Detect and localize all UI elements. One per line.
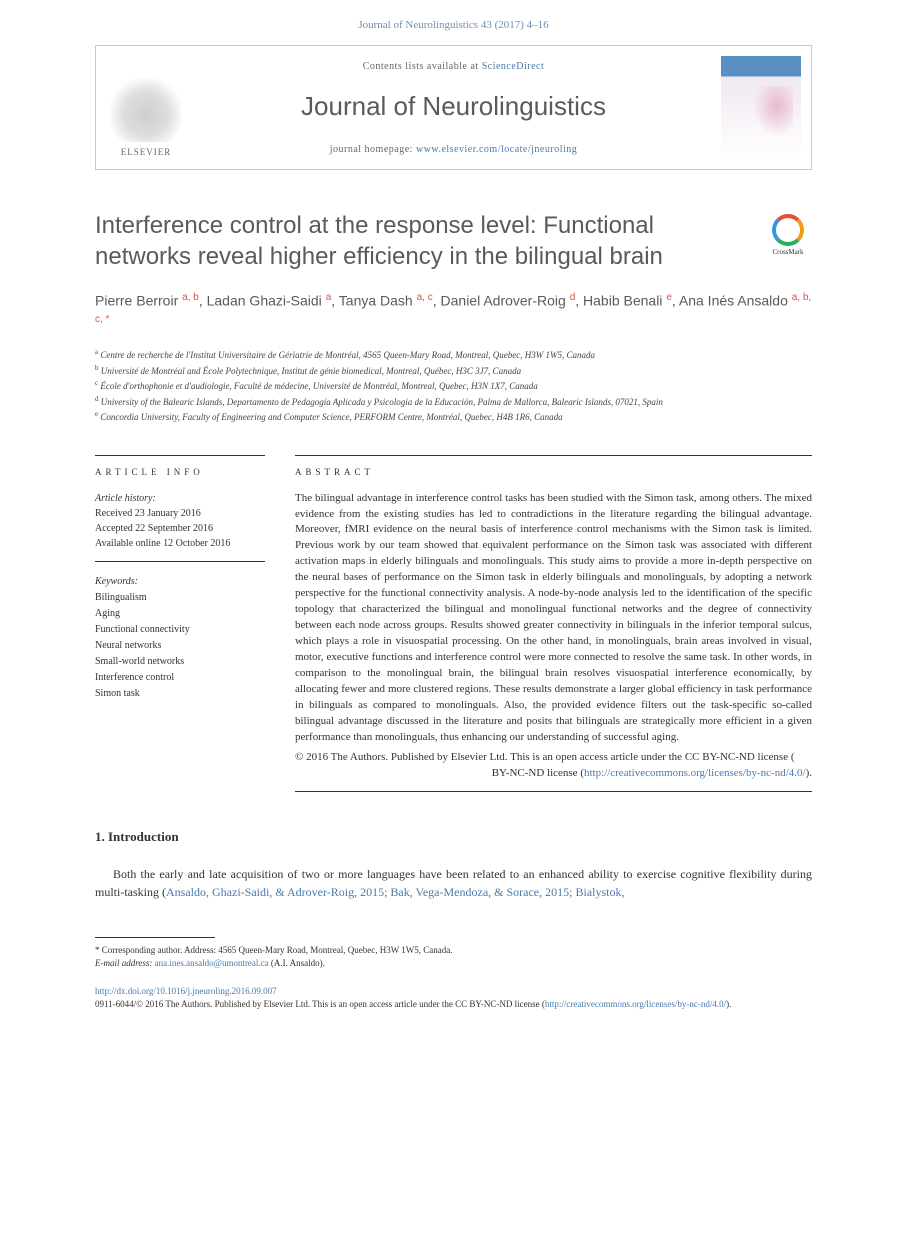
intro-citation[interactable]: Ansaldo, Ghazi-Saidi, & Adrover-Roig, 20…: [166, 885, 624, 899]
introduction-heading: 1. Introduction: [95, 828, 812, 846]
contents-prefix: Contents lists available at: [363, 61, 482, 72]
homepage-url[interactable]: www.elsevier.com/locate/jneuroling: [416, 144, 577, 155]
footnotes: * Corresponding author. Address: 4565 Qu…: [95, 944, 812, 971]
history-label: Article history:: [95, 491, 265, 506]
article-title: Interference control at the response lev…: [95, 210, 744, 272]
keywords-label: Keywords:: [95, 574, 265, 590]
homepage-prefix: journal homepage:: [330, 144, 416, 155]
history-line: Available online 12 October 2016: [95, 536, 265, 551]
keyword: Aging: [95, 606, 265, 622]
elsevier-label: ELSEVIER: [121, 146, 172, 159]
email-label: E-mail address:: [95, 958, 155, 968]
copyright-text: © 2016 The Authors. Published by Elsevie…: [295, 751, 795, 763]
license-line: BY-NC-ND license (http://creativecommons…: [295, 766, 812, 782]
article-history: Article history: Received 23 January 201…: [95, 491, 265, 562]
keyword: Functional connectivity: [95, 622, 265, 638]
article-info-column: ARTICLE INFO Article history: Received 2…: [95, 455, 265, 792]
bottom-license-link[interactable]: http://creativecommons.org/licenses/by-n…: [545, 999, 726, 1009]
bottom-suffix: ).: [726, 999, 731, 1009]
article-info-label: ARTICLE INFO: [95, 455, 265, 479]
keyword: Small-world networks: [95, 654, 265, 670]
authors-line: Pierre Berroir a, b, Ladan Ghazi-Saidi a…: [95, 290, 812, 333]
keyword: Neural networks: [95, 638, 265, 654]
history-line: Accepted 22 September 2016: [95, 521, 265, 536]
abstract-body: The bilingual advantage in interference …: [295, 492, 812, 743]
elsevier-logo: ELSEVIER: [96, 46, 196, 168]
footnote-rule: [95, 937, 215, 938]
keyword: Interference control: [95, 670, 265, 686]
license-suffix: ).: [806, 767, 812, 779]
abstract-column: ABSTRACT The bilingual advantage in inte…: [295, 455, 812, 792]
journal-name: Journal of Neurolinguistics: [206, 88, 701, 124]
crossmark-badge[interactable]: CrossMark: [764, 214, 812, 258]
keyword: Simon task: [95, 686, 265, 702]
affiliations: a Centre de recherche de l'Institut Univ…: [95, 347, 812, 425]
abstract-label: ABSTRACT: [295, 455, 812, 479]
keyword: Bilingualism: [95, 590, 265, 606]
crossmark-label: CrossMark: [764, 248, 812, 258]
email-link[interactable]: ana.ines.ansaldo@umontreal.ca: [155, 958, 269, 968]
abstract-copyright: © 2016 The Authors. Published by Elsevie…: [295, 750, 812, 766]
history-line: Received 23 January 2016: [95, 506, 265, 521]
email-suffix: (A.I. Ansaldo).: [269, 958, 325, 968]
introduction-paragraph: Both the early and late acquisition of t…: [95, 865, 812, 901]
bottom-strip: http://dx.doi.org/10.1016/j.jneuroling.2…: [95, 985, 812, 1042]
contents-line: Contents lists available at ScienceDirec…: [206, 60, 701, 74]
issn-line: 0911-6044/© 2016 The Authors. Published …: [95, 999, 545, 1009]
doi-link[interactable]: http://dx.doi.org/10.1016/j.jneuroling.2…: [95, 986, 277, 996]
masthead-center: Contents lists available at ScienceDirec…: [196, 46, 711, 168]
corresponding-author: * Corresponding author. Address: 4565 Qu…: [95, 944, 812, 958]
header-citation: Journal of Neurolinguistics 43 (2017) 4–…: [0, 0, 907, 45]
keywords-block: Keywords: Bilingualism Aging Functional …: [95, 574, 265, 702]
homepage-line: journal homepage: www.elsevier.com/locat…: [206, 143, 701, 157]
sciencedirect-link[interactable]: ScienceDirect: [482, 61, 545, 72]
crossmark-icon: [772, 214, 804, 246]
journal-cover-thumb: [721, 56, 801, 158]
masthead: ELSEVIER Contents lists available at Sci…: [95, 45, 812, 169]
email-line: E-mail address: ana.ines.ansaldo@umontre…: [95, 957, 812, 971]
abstract-text: The bilingual advantage in interference …: [295, 491, 812, 793]
license-link[interactable]: http://creativecommons.org/licenses/by-n…: [584, 767, 806, 779]
elsevier-tree-icon: [111, 72, 181, 142]
